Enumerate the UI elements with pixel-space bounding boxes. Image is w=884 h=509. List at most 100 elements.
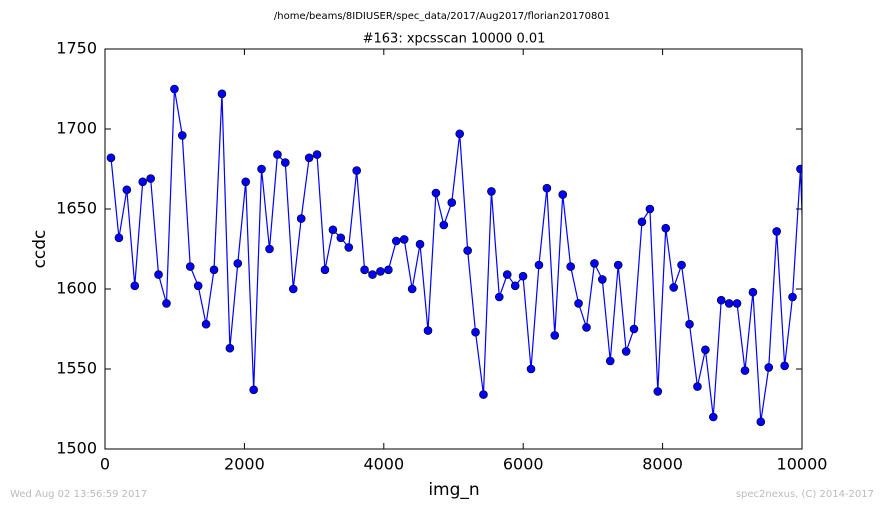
data-point [669,283,678,292]
y-tick-label: 1700 [56,119,97,138]
axes-frame [104,48,803,450]
data-point [439,220,449,230]
data-point [344,243,354,252]
data-point [558,190,568,199]
data-point [637,217,647,227]
data-point [177,131,187,140]
data-point [288,284,298,294]
data-point [391,236,401,246]
x-tick-label: 6000 [503,455,544,474]
data-point [130,281,140,291]
header: /home/beams/8IDIUSER/spec_data/2017/Aug2… [274,11,610,22]
data-point [447,198,457,207]
data-point [708,412,718,422]
plot-area [106,84,812,427]
data-point [185,262,195,271]
data-point [154,270,163,279]
data-point [629,324,639,334]
data-point [764,363,774,372]
data-point [471,327,480,337]
data-line [110,88,802,422]
data-point [788,292,797,302]
data-point [574,299,583,308]
data-point [502,270,512,279]
data-point [320,265,330,275]
data-point [360,265,369,275]
data-point [368,270,377,279]
y-tick-label: 1500 [56,439,97,458]
data-point [106,153,116,163]
data-point [415,239,425,249]
y-tick-label: 1750 [56,39,97,58]
data-point [352,166,361,175]
data-point [542,183,552,193]
data-point [518,271,528,281]
data-point [716,295,726,305]
data-point [804,391,812,399]
data-point [281,158,290,167]
data-point [336,233,346,243]
data-point [384,265,393,275]
data-point [209,265,219,275]
data-point [193,281,203,291]
data-point [257,164,266,174]
data-point [249,385,258,395]
data-point [122,185,132,195]
data-point [621,347,631,356]
x-tick-label: 4000 [363,455,404,474]
data-point [273,150,282,159]
data-point [693,382,702,391]
data-point [701,345,710,355]
data-point [233,259,243,268]
data-point [685,319,694,329]
data-point [677,260,686,270]
data-point [653,387,663,396]
data-point [265,244,274,254]
footer-right: spec2nexus, (C) 2014-2017 [736,489,874,500]
x-axis-label: img_n [428,480,479,500]
data-point [724,299,734,308]
data-point [463,246,472,255]
data-point [146,174,155,183]
data-point [756,417,766,427]
data-point [598,275,607,284]
x-tick-label: 8000 [642,455,683,474]
data-point [399,235,409,244]
data-point [732,299,742,308]
data-point [423,326,433,335]
data-point [661,223,671,233]
data-point [138,177,148,187]
data-point [225,343,235,353]
data-point [645,204,655,214]
data-point [494,292,504,302]
data-point [590,259,599,268]
data-point [740,366,750,375]
footer-left: Wed Aug 02 13:56:59 2017 [10,489,147,500]
y-tick-label: 1650 [56,199,97,218]
data-point [376,267,385,276]
data-point [772,227,781,236]
x-tick-label: 2000 [224,455,265,474]
data-point [780,361,789,371]
data-point [526,364,536,374]
data-point [613,260,623,270]
data-point [748,287,758,297]
data-point [431,188,441,198]
data-point [241,177,251,187]
y-tick-label: 1600 [56,279,97,298]
data-point [796,164,802,174]
data-point [550,331,560,340]
data-point [201,319,211,329]
data-point [605,356,615,366]
x-tick-label: 10000 [777,455,828,474]
data-point [304,153,314,163]
data-point [407,284,417,294]
chart-title: #163: xpcsscan 10000 0.01 [363,32,546,47]
data-point [534,260,544,270]
data-point [217,89,227,99]
data-point [479,390,488,399]
data-point [455,129,465,139]
data-point [328,225,338,235]
data-point [312,150,322,159]
